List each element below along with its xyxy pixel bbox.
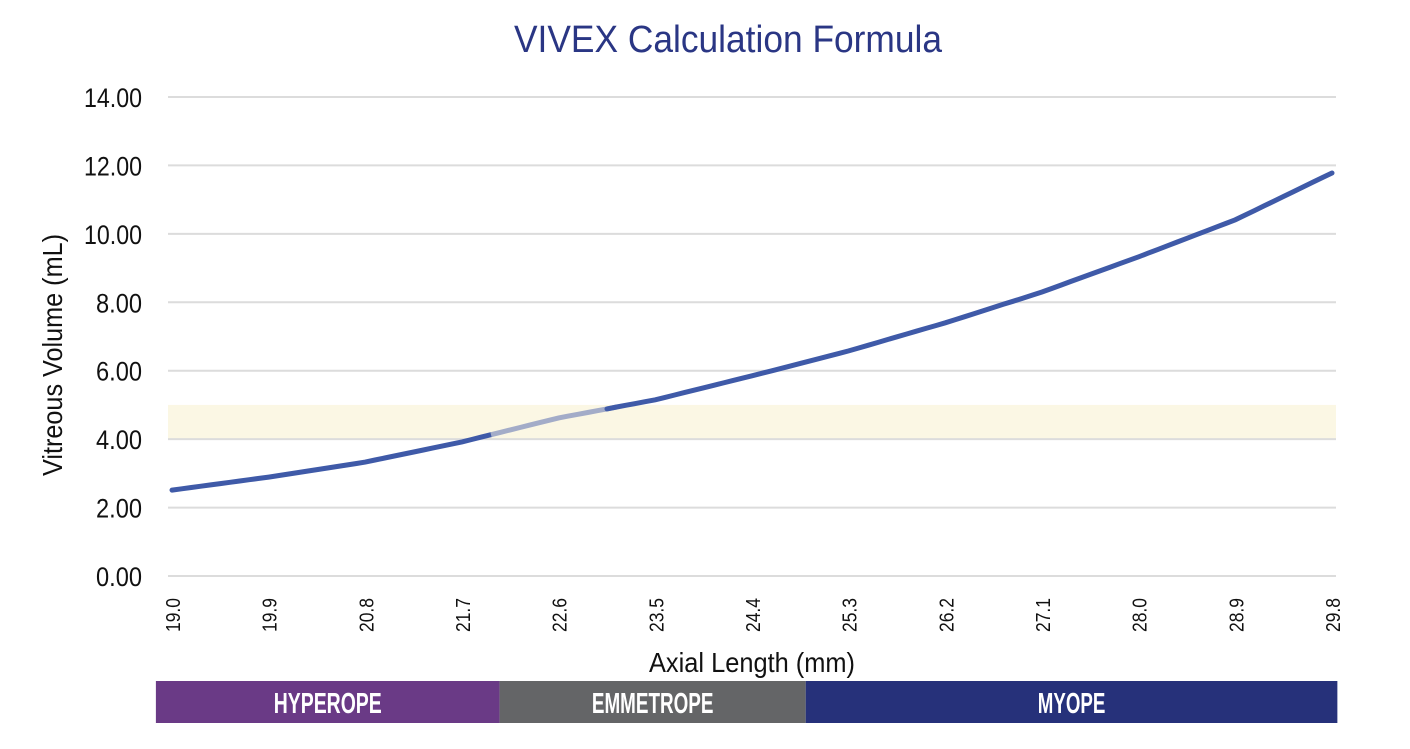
category-label: MYOPE: [1038, 688, 1106, 720]
shaded-band: [168, 404, 1336, 440]
x-tick-label: 28.0: [1130, 598, 1152, 632]
gridlines: [168, 96, 1336, 577]
y-tick-label: 4.00: [96, 425, 142, 455]
series-line: [169, 170, 1335, 493]
series-line-segment: [604, 170, 1335, 412]
category-label: EMMETROPE: [592, 688, 714, 720]
x-tick-label: 22.6: [550, 598, 572, 632]
series-line-highlight-segment: [490, 404, 618, 438]
x-tick-label: 24.4: [743, 598, 765, 632]
y-tick-label: 2.00: [96, 494, 142, 524]
x-tick-label: 20.8: [356, 598, 378, 632]
x-tick-label: 23.5: [646, 598, 668, 632]
category-segment-emmetrope: [499, 681, 806, 723]
y-tick-label: 8.00: [96, 288, 142, 318]
shaded-band-rect: [168, 404, 1336, 440]
x-tick-label: 27.1: [1033, 598, 1055, 632]
category-segment-myope: [805, 681, 1338, 723]
x-tick-label: 21.7: [453, 598, 475, 632]
category-segment-hyperope: [155, 681, 500, 723]
chart-title: VIVEX Calculation Formula: [514, 19, 943, 61]
x-tick-label: 25.3: [840, 598, 862, 632]
x-tick-label: 19.0: [163, 598, 185, 632]
x-tick-label: 28.9: [1226, 598, 1248, 632]
x-tick-label: 29.8: [1323, 598, 1345, 632]
category-label: HYPEROPE: [274, 688, 382, 720]
y-tick-label: 0.00: [96, 562, 142, 592]
y-tick-label: 6.00: [96, 357, 142, 387]
y-tick-labels: 0.00 2.00 4.00 6.00 8.00 10.00 12.00 14.00: [84, 83, 142, 592]
series-line-segment: [169, 432, 494, 493]
y-tick-label: 10.00: [84, 220, 142, 250]
x-tick-label: 19.9: [260, 598, 282, 632]
x-tick-label: 26.2: [936, 598, 958, 632]
x-axis-label: Axial Length (mm): [649, 647, 855, 678]
x-tick-labels: 19.0 19.9 20.8 21.7 22.6 23.5 24.4 25.3 26.2 27.1…: [163, 598, 1345, 632]
y-tick-label: 14.00: [84, 83, 142, 113]
refraction-category-bar: HYPEROPE EMMETROPE MYOPE: [155, 681, 1338, 723]
y-axis-label: Vitreous Volume (mL): [37, 234, 68, 476]
y-tick-label: 12.00: [84, 151, 142, 181]
